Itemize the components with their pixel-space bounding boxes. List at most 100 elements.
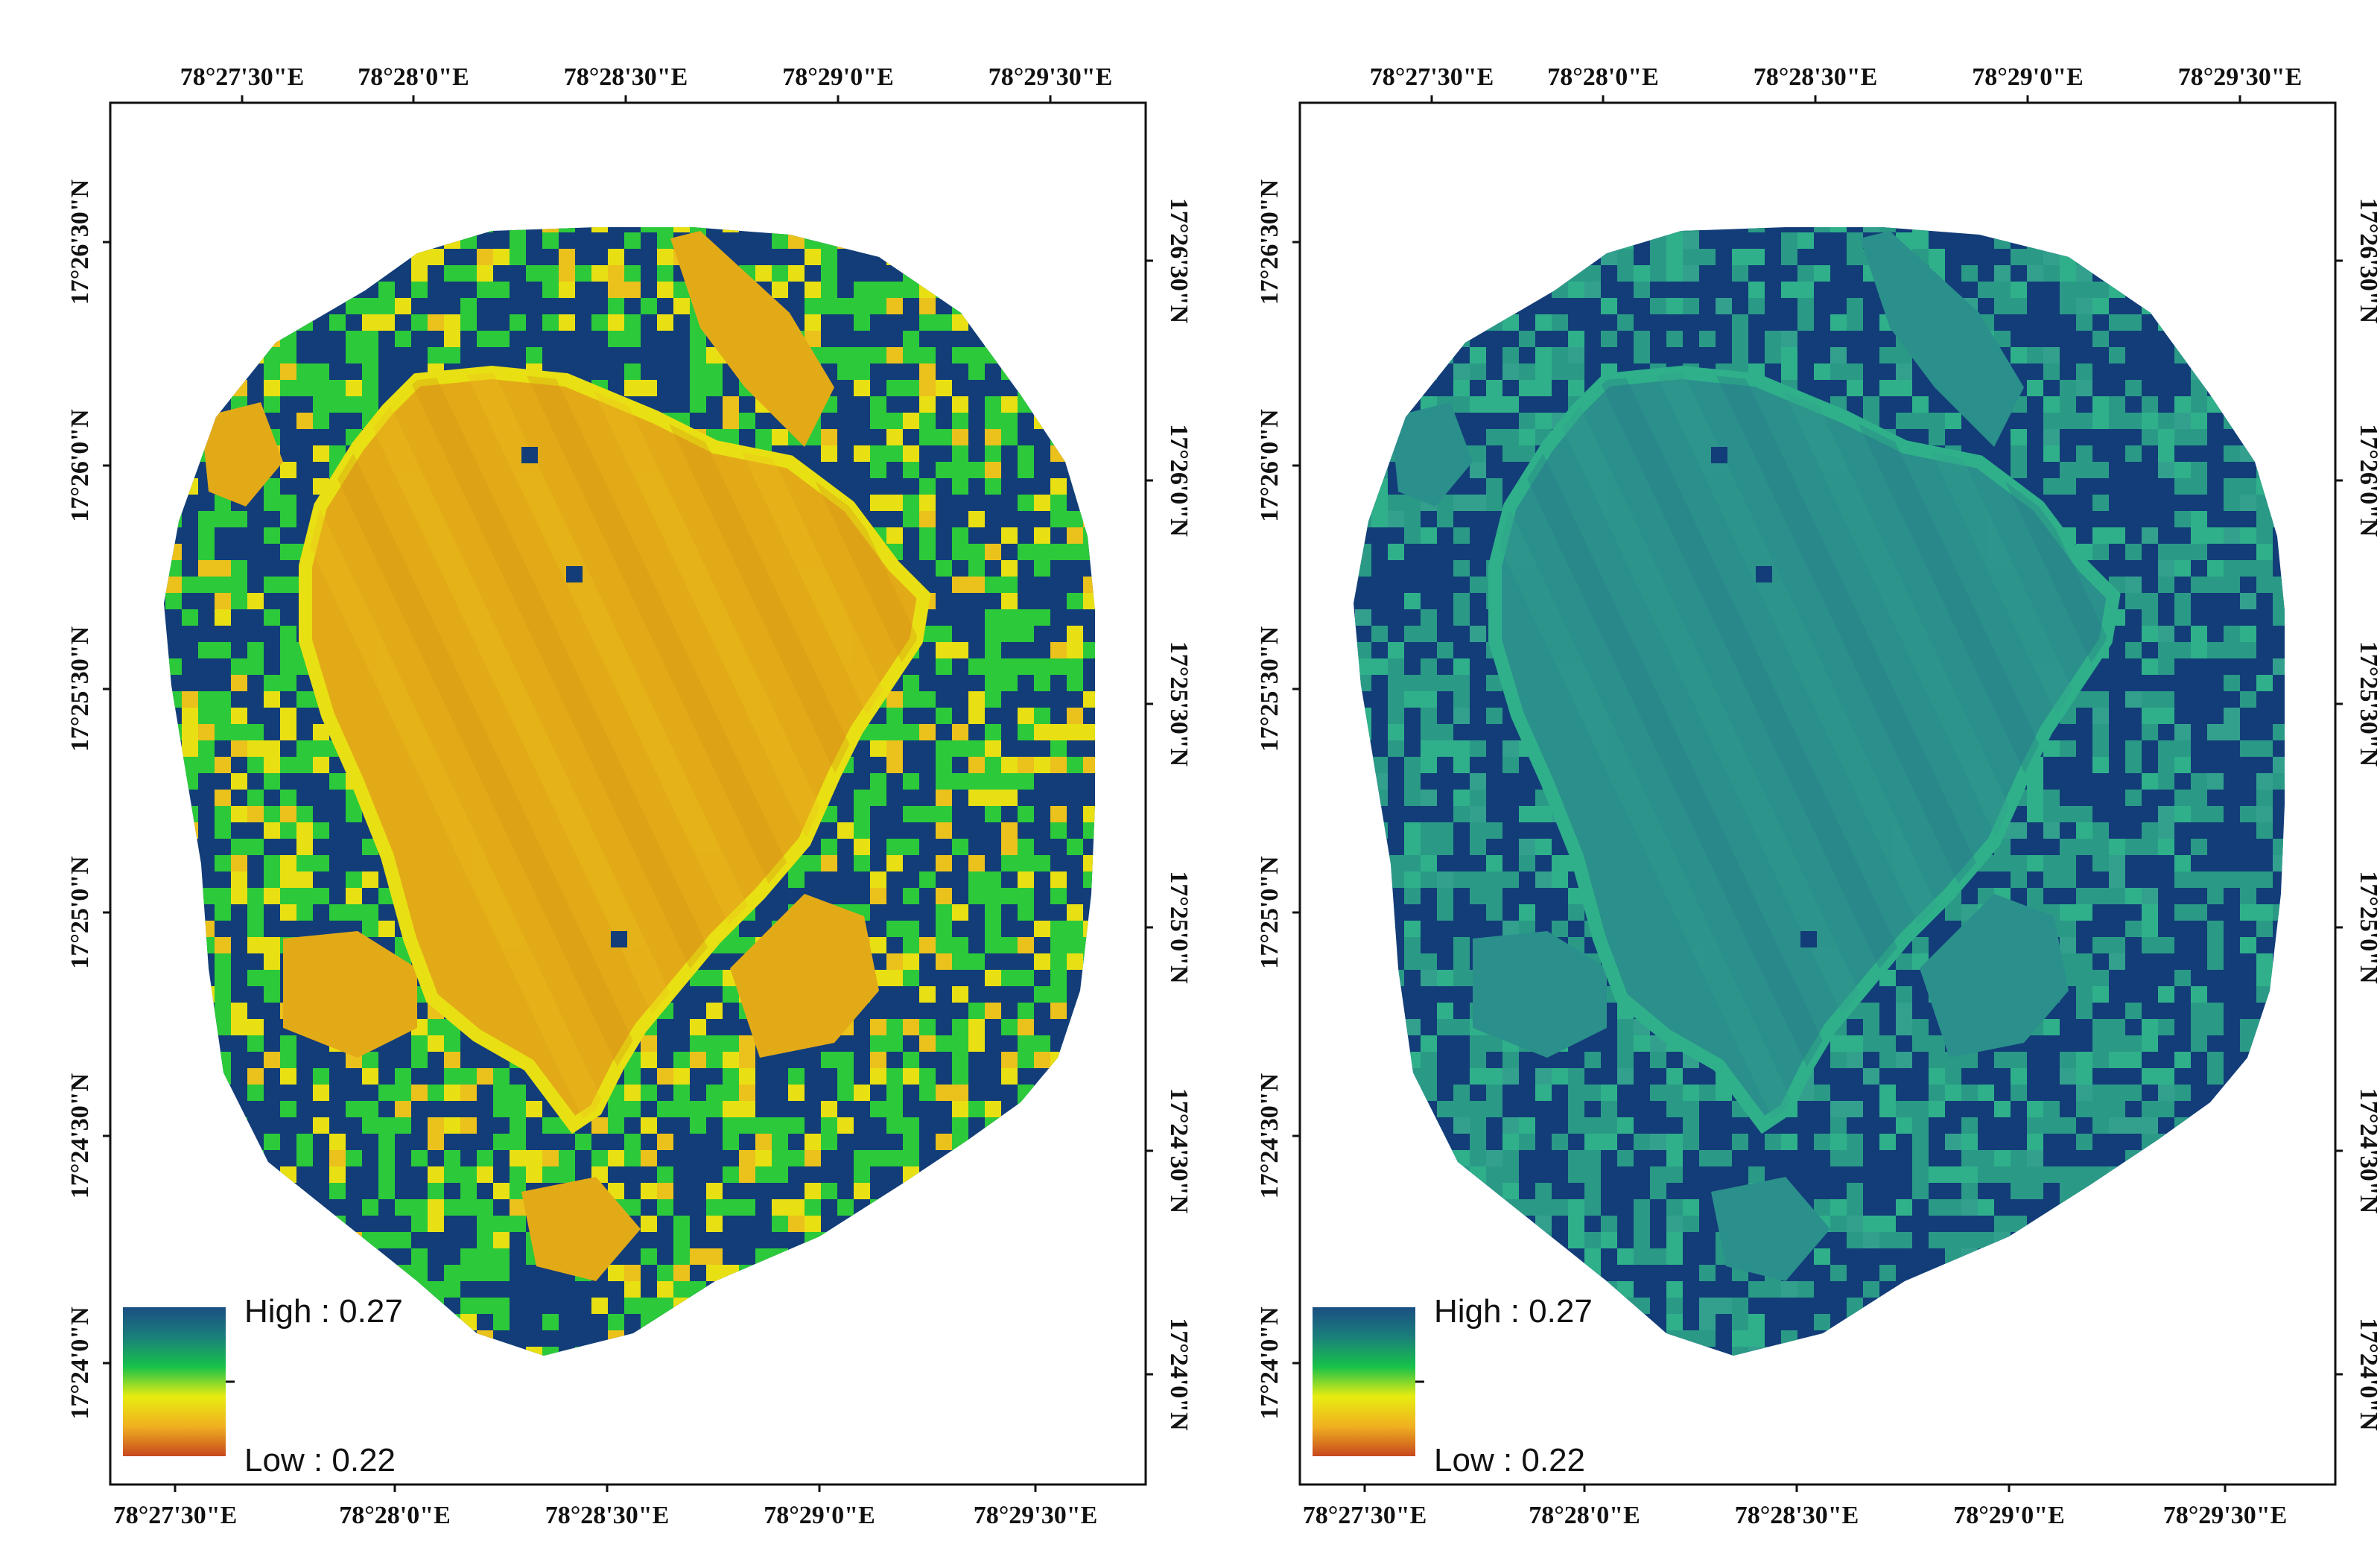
raster-cell: [1716, 1298, 1732, 1314]
raster-cell: [1879, 1330, 1896, 1347]
raster-cell: [1354, 1117, 1355, 1134]
raster-cell: [886, 953, 903, 970]
raster-cell: [1830, 314, 1847, 331]
raster-cell: [1945, 1298, 1961, 1314]
raster-cell: [2125, 445, 2142, 462]
raster-cell: [2256, 806, 2273, 822]
raster-cell: [1847, 1052, 1863, 1068]
raster-cell: [1797, 265, 1814, 282]
raster-cell: [870, 1150, 886, 1166]
raster-cell: [870, 888, 886, 904]
raster-cell: [706, 1003, 723, 1019]
raster-cell: [1034, 953, 1050, 970]
raster-cell: [903, 888, 919, 904]
raster-cell: [2240, 331, 2256, 347]
raster-cell: [2289, 1166, 2306, 1183]
raster-cell: [1388, 1068, 1404, 1085]
raster-cell: [1421, 282, 1437, 298]
raster-cell: [1355, 1248, 1371, 1265]
top-tick-label: 78°27'30"E: [180, 63, 305, 91]
raster-cell: [2256, 347, 2273, 363]
raster-cell: [2060, 1052, 2076, 1068]
raster-cell: [280, 495, 296, 511]
raster-cell: [1502, 1199, 1519, 1216]
raster-cell: [1001, 888, 1018, 904]
raster-cell: [215, 970, 231, 986]
raster-cell: [936, 429, 952, 445]
raster-cell: [2158, 691, 2174, 708]
raster-cell: [886, 1265, 903, 1281]
raster-cell: [706, 1101, 723, 1117]
raster-cell: [903, 1330, 919, 1347]
raster-cell: [854, 1265, 870, 1281]
raster-cell: [805, 1232, 821, 1248]
raster-cell: [788, 227, 805, 232]
raster-cell: [2273, 1117, 2285, 1134]
raster-cell: [182, 708, 198, 724]
raster-cell: [1355, 1101, 1371, 1117]
raster-cell: [2191, 363, 2207, 380]
raster-cell: [2174, 396, 2191, 413]
raster-cell: [2240, 1150, 2256, 1166]
raster-cell: [2027, 806, 2043, 822]
raster-cell: [247, 937, 264, 953]
raster-cell: [2191, 1166, 2207, 1183]
raster-cell: [903, 1117, 919, 1134]
raster-cell: [165, 970, 182, 986]
raster-cell: [1666, 1150, 1683, 1166]
raster-cell: [182, 953, 198, 970]
raster-cell: [1083, 691, 1095, 708]
raster-cell: [247, 921, 264, 937]
raster-cell: [164, 953, 165, 970]
raster-cell: [1067, 282, 1083, 298]
raster-cell: [1814, 363, 1830, 380]
raster-cell: [164, 478, 165, 495]
raster-cell: [198, 937, 215, 953]
bottom-tick-label: 78°29'0"E: [764, 1502, 875, 1529]
raster-cell: [2240, 227, 2256, 232]
raster-cell: [624, 1101, 641, 1117]
raster-cell: [2207, 642, 2224, 658]
raster-cell: [444, 331, 460, 347]
raster-cell: [2092, 282, 2109, 298]
raster-cell: [919, 1363, 936, 1379]
raster-cell: [264, 1347, 280, 1356]
raster-cell: [2273, 495, 2285, 511]
raster-cell: [2027, 1281, 2043, 1298]
raster-cell: [903, 1281, 919, 1298]
raster-cell: [2142, 1101, 2158, 1117]
raster-cell: [215, 806, 231, 822]
raster-cell: [1732, 1330, 1748, 1347]
raster-cell: [1781, 1363, 1797, 1379]
raster-cell: [2289, 970, 2306, 986]
raster-cell: [1050, 282, 1067, 298]
raster-cell: [460, 265, 477, 282]
raster-cell: [280, 298, 296, 314]
raster-cell: [1034, 708, 1050, 724]
raster-cell: [1601, 249, 1617, 265]
raster-cell: [1083, 1117, 1095, 1134]
raster-cell: [1453, 1199, 1470, 1216]
raster-cell: [164, 757, 165, 773]
raster-cell: [1421, 363, 1437, 380]
raster-cell: [952, 1166, 968, 1183]
raster-cell: [2240, 1330, 2256, 1347]
raster-cell: [2043, 232, 2060, 249]
raster-cell: [2011, 227, 2027, 232]
raster-cell: [444, 265, 460, 282]
raster-cell: [2092, 1232, 2109, 1248]
raster-cell: [985, 757, 1001, 773]
raster-cell: [2174, 1052, 2191, 1068]
raster-cell: [1535, 413, 1552, 429]
raster-cell: [182, 1085, 198, 1101]
raster-cell: [821, 298, 837, 314]
raster-cell: [821, 429, 837, 445]
raster-cell: [2191, 232, 2207, 249]
raster-cell: [477, 1150, 493, 1166]
raster-cell: [952, 1035, 968, 1052]
raster-cell: [968, 708, 985, 724]
raster-cell: [1404, 675, 1421, 691]
raster-cell: [2158, 1101, 2174, 1117]
raster-cell: [1470, 396, 1486, 413]
raster-cell: [2191, 1330, 2207, 1347]
